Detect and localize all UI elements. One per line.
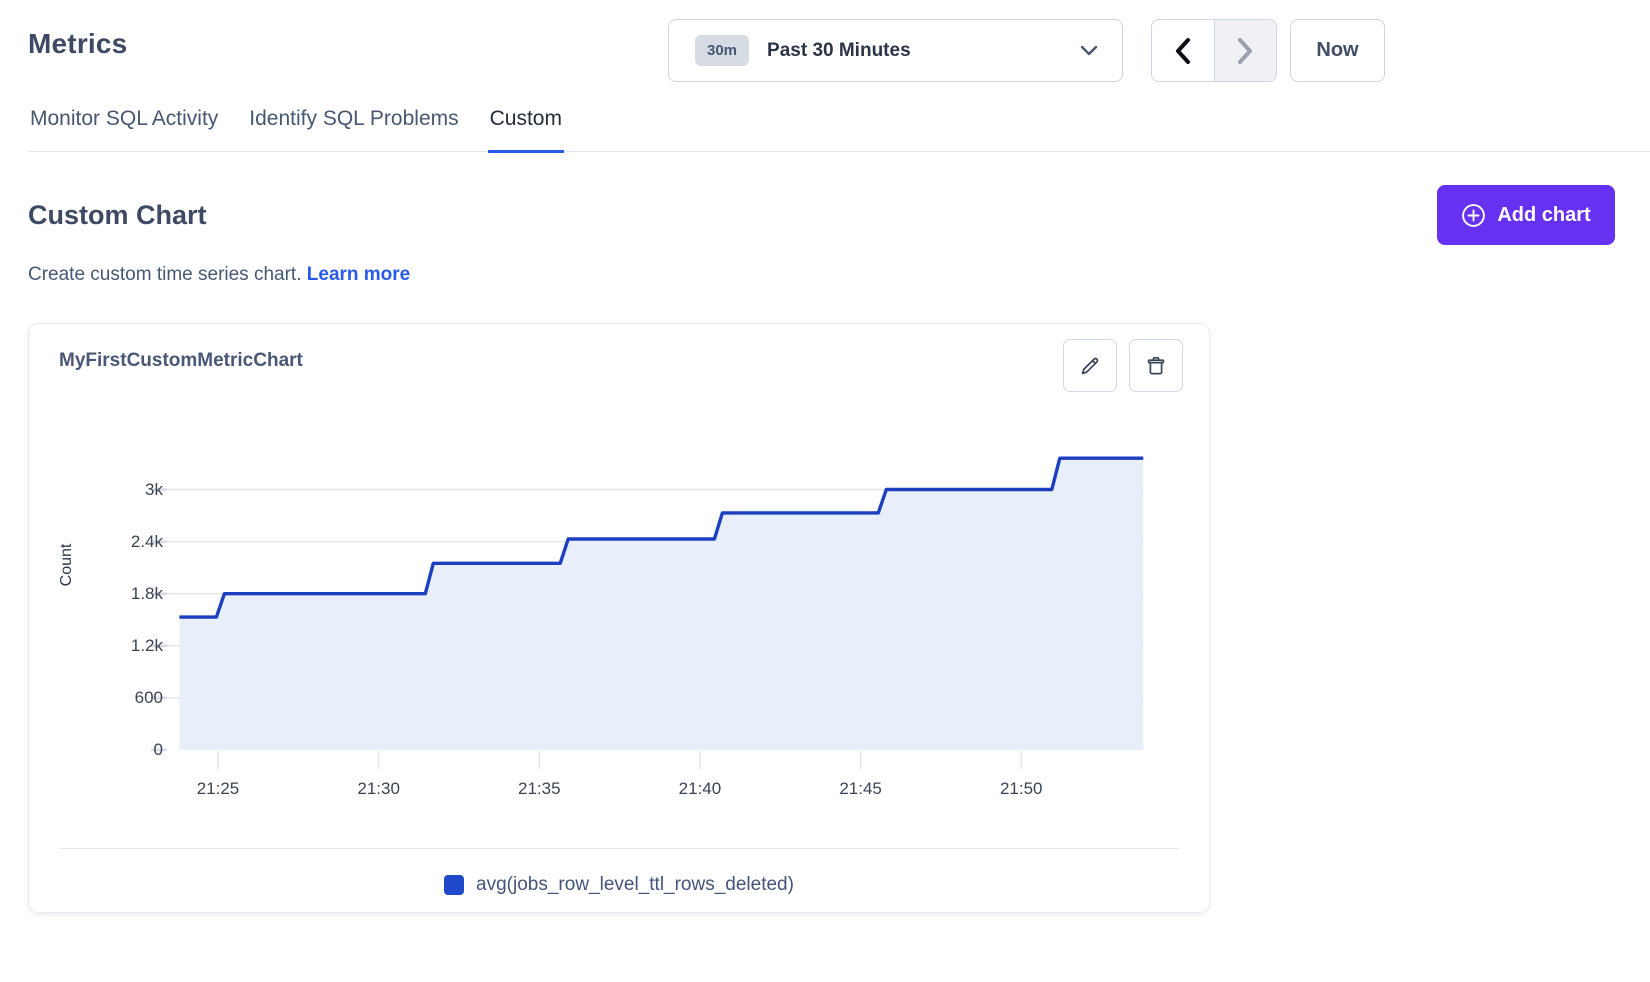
add-chart-button[interactable]: Add chart xyxy=(1437,185,1615,245)
card-divider xyxy=(59,848,1179,849)
x-tick-label: 21:35 xyxy=(499,779,579,799)
legend-label: avg(jobs_row_level_ttl_rows_deleted) xyxy=(476,874,794,896)
metrics-page: Metrics 30m Past 30 Minutes Now Monitor … xyxy=(0,0,1650,982)
section-heading: Custom Chart xyxy=(28,200,207,231)
chevron-down-icon xyxy=(1080,45,1098,56)
y-tick-label: 3k xyxy=(93,480,163,500)
y-axis-title: Count xyxy=(58,535,76,595)
add-chart-label: Add chart xyxy=(1497,204,1590,227)
y-tick-label: 0 xyxy=(93,740,163,760)
tab-custom[interactable]: Custom xyxy=(488,103,564,153)
legend-swatch xyxy=(444,875,464,895)
custom-chart-plot xyxy=(29,324,1211,914)
custom-chart-card: MyFirstCustomMetricChart Count 06001.2k1 xyxy=(28,323,1210,913)
now-button[interactable]: Now xyxy=(1290,19,1385,82)
chevron-left-icon xyxy=(1175,38,1191,64)
y-tick-label: 600 xyxy=(93,688,163,708)
previous-interval-button[interactable] xyxy=(1152,20,1214,81)
next-interval-button[interactable] xyxy=(1214,20,1277,81)
y-tick-label: 1.2k xyxy=(93,636,163,656)
page-title: Metrics xyxy=(28,28,127,60)
tab-identify-sql-problems[interactable]: Identify SQL Problems xyxy=(247,103,460,153)
tab-monitor-sql-activity[interactable]: Monitor SQL Activity xyxy=(28,103,220,153)
learn-more-link[interactable]: Learn more xyxy=(307,264,410,285)
time-step-buttons xyxy=(1151,19,1277,82)
x-tick-label: 21:45 xyxy=(821,779,901,799)
legend-item[interactable]: avg(jobs_row_level_ttl_rows_deleted) xyxy=(444,874,794,896)
chevron-right-icon xyxy=(1237,38,1253,64)
tabs: Monitor SQL Activity Identify SQL Problem… xyxy=(28,103,1650,152)
x-tick-label: 21:25 xyxy=(178,779,258,799)
y-tick-label: 2.4k xyxy=(93,532,163,552)
x-tick-label: 21:30 xyxy=(339,779,419,799)
description-text: Create custom time series chart. xyxy=(28,264,301,285)
x-tick-label: 21:50 xyxy=(981,779,1061,799)
time-range-label: Past 30 Minutes xyxy=(767,40,1080,62)
chart-legend: avg(jobs_row_level_ttl_rows_deleted) xyxy=(29,874,1209,896)
section-description: Create custom time series chart. Learn m… xyxy=(28,264,410,286)
time-range-dropdown[interactable]: 30m Past 30 Minutes xyxy=(668,19,1123,82)
plus-circle-icon xyxy=(1461,203,1486,228)
x-tick-label: 21:40 xyxy=(660,779,740,799)
time-range-badge: 30m xyxy=(695,35,749,66)
y-tick-label: 1.8k xyxy=(93,584,163,604)
